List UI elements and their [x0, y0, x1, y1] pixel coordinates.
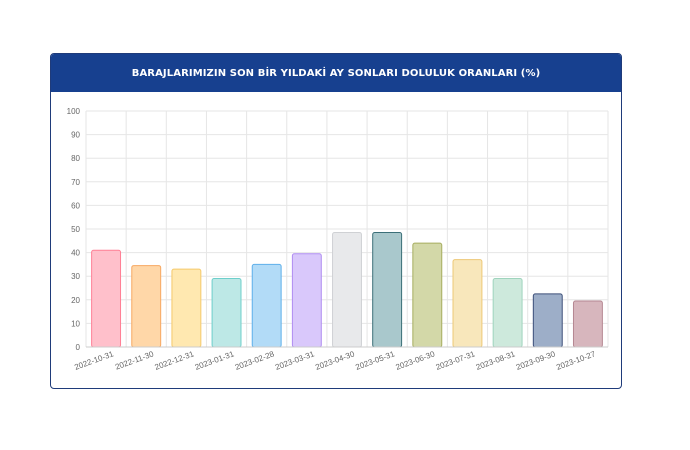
y-tick-label: 100 — [67, 107, 81, 116]
bar — [91, 249, 122, 348]
y-tick-label: 70 — [71, 178, 80, 187]
bar — [211, 278, 242, 348]
chart-card: BARAJLARIMIZIN SON BİR YILDAKİ AY SONLAR… — [50, 53, 622, 389]
x-tick-label: 2023-03-31 — [274, 349, 316, 372]
y-tick-label: 30 — [71, 272, 80, 281]
y-tick-label: 0 — [76, 343, 81, 352]
y-tick-label: 20 — [71, 296, 80, 305]
bar — [412, 242, 443, 348]
x-tick-label: 2023-04-30 — [314, 349, 356, 372]
x-tick-label: 2023-01-31 — [194, 349, 236, 372]
y-tick-label: 40 — [71, 249, 80, 258]
x-tick-label: 2023-06-30 — [394, 349, 436, 372]
x-tick-label: 2022-11-30 — [114, 349, 155, 371]
bar — [291, 253, 322, 348]
chart-title: BARAJLARIMIZIN SON BİR YILDAKİ AY SONLAR… — [51, 54, 621, 92]
x-tick-label: 2023-10-27 — [555, 349, 597, 372]
y-tick-label: 90 — [71, 131, 80, 140]
x-tick-label: 2023-07-31 — [435, 349, 477, 372]
chart-area: 0 10 20 30 40 50 60 70 80 90 100 2022-10-31 2022-11-… — [51, 92, 621, 388]
bar — [131, 265, 162, 348]
x-tick-label: 2023-09-30 — [515, 349, 557, 372]
bar — [332, 232, 362, 348]
x-tick-label: 2022-12-31 — [154, 349, 196, 372]
bar — [492, 278, 523, 348]
bar — [532, 293, 563, 348]
y-tick-label: 10 — [71, 319, 80, 328]
bar — [452, 259, 483, 348]
y-tick-label: 50 — [71, 225, 80, 234]
x-tick-label: 2023-08-31 — [475, 349, 517, 372]
x-tick-label: 2023-02-28 — [234, 349, 276, 372]
y-tick-label: 60 — [71, 201, 80, 210]
bar — [572, 300, 603, 348]
x-tick-label: 2023-05-31 — [354, 349, 396, 372]
bar-chart: 0 10 20 30 40 50 60 70 80 90 100 2022-10-31 2022-11-… — [67, 107, 609, 372]
y-tick-label: 80 — [71, 154, 80, 163]
bar — [372, 232, 403, 348]
bar — [171, 268, 202, 348]
bar — [251, 263, 282, 348]
x-tick-label: 2022-10-31 — [73, 349, 115, 372]
